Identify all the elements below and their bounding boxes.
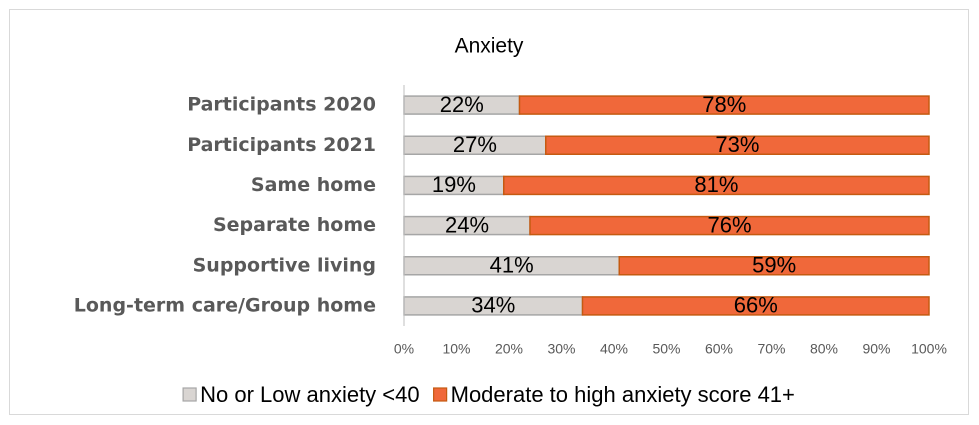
value-label: 81%: [694, 172, 738, 197]
legend-swatch: [433, 387, 448, 402]
category-label: Participants 2021: [187, 134, 376, 156]
value-label: 76%: [707, 212, 751, 237]
x-tick-label: 10%: [442, 341, 470, 357]
bar-segment: [618, 256, 930, 276]
x-tick-label: 0%: [394, 341, 414, 357]
category-label: Same home: [251, 174, 376, 196]
value-label: 66%: [734, 293, 778, 318]
legend-swatch: [182, 387, 197, 402]
x-tick-label: 80%: [810, 341, 838, 357]
category-label: Long-term care/Group home: [74, 294, 376, 316]
x-tick-label: 50%: [652, 341, 680, 357]
bar-segment: [518, 95, 930, 115]
x-tick-label: 30%: [547, 341, 575, 357]
value-label: 27%: [453, 132, 497, 157]
value-label: 19%: [432, 172, 476, 197]
bar-segment: [545, 135, 930, 155]
chart-frame: [9, 9, 969, 415]
x-tick-label: 40%: [600, 341, 628, 357]
x-tick-label: 60%: [705, 341, 733, 357]
x-tick-label: 90%: [862, 341, 890, 357]
category-label: Supportive living: [193, 254, 376, 276]
value-label: 34%: [471, 293, 515, 318]
value-label: 41%: [490, 253, 534, 278]
bar-segment: [581, 296, 930, 316]
value-label: 78%: [702, 92, 746, 117]
legend-label: No or Low anxiety <40: [200, 382, 420, 407]
value-label: 59%: [752, 253, 796, 278]
chart-title: Anxiety: [455, 35, 524, 58]
x-tick-label: 100%: [911, 341, 947, 357]
category-label: Separate home: [213, 214, 376, 236]
x-tick-label: 70%: [757, 341, 785, 357]
bar-segment: [503, 175, 930, 196]
value-label: 22%: [440, 92, 484, 117]
value-label: 24%: [445, 212, 489, 237]
x-tick-label: 20%: [495, 341, 523, 357]
bar-segment: [529, 215, 930, 236]
legend-label: Moderate to high anxiety score 41+: [451, 382, 795, 407]
value-label: 73%: [715, 132, 759, 157]
category-label: Participants 2020: [187, 94, 376, 116]
